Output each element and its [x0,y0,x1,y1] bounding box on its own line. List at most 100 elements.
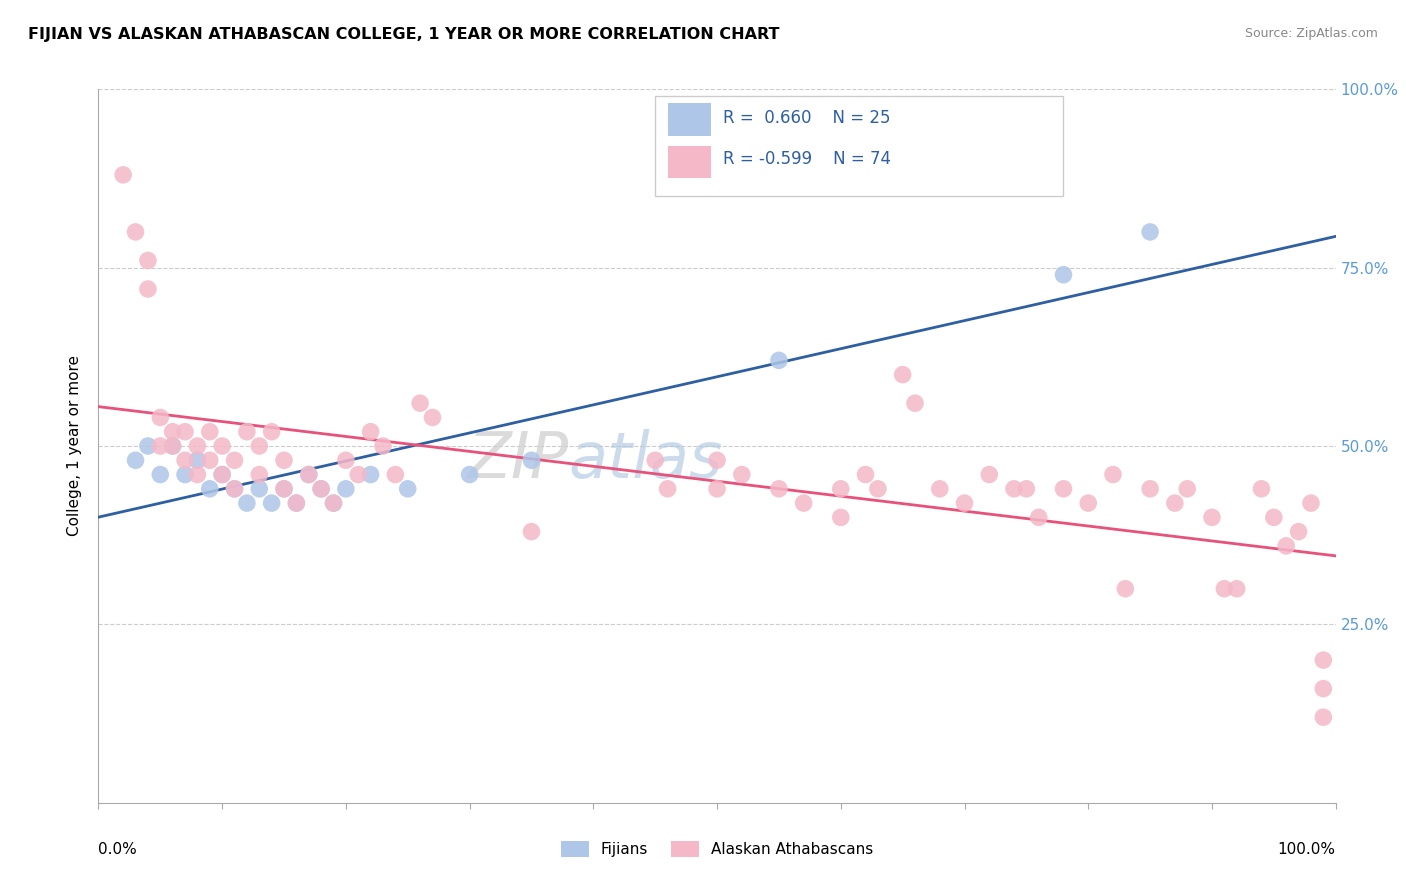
Point [136,253,159,268]
Point [1312,710,1334,724]
Point [347,467,370,482]
Point [904,396,927,410]
Point [520,524,543,539]
Point [384,467,406,482]
Point [198,425,221,439]
Point [186,453,208,467]
Point [298,467,321,482]
Point [768,353,790,368]
Point [211,467,233,482]
Point [322,496,344,510]
Point [953,496,976,510]
Point [174,425,197,439]
Point [409,396,432,410]
Point [1263,510,1285,524]
Point [422,410,444,425]
Point [1312,681,1334,696]
Point [136,282,159,296]
Point [1114,582,1136,596]
Point [112,168,135,182]
Point [149,410,172,425]
Point [1299,496,1322,510]
Text: Source: ZipAtlas.com: Source: ZipAtlas.com [1244,27,1378,40]
Text: 100.0%: 100.0% [1278,842,1336,857]
Point [1052,482,1074,496]
Point [360,467,382,482]
Point [1015,482,1038,496]
Point [198,482,221,496]
Point [1102,467,1125,482]
Point [1312,653,1334,667]
Point [149,467,172,482]
Point [371,439,394,453]
Point [149,439,172,453]
Point [309,482,332,496]
Point [731,467,754,482]
Point [1028,510,1050,524]
Point [657,482,679,496]
FancyBboxPatch shape [655,96,1063,196]
Point [124,225,146,239]
Point [1288,524,1310,539]
Point [211,439,233,453]
Text: FIJIAN VS ALASKAN ATHABASCAN COLLEGE, 1 YEAR OR MORE CORRELATION CHART: FIJIAN VS ALASKAN ATHABASCAN COLLEGE, 1 … [28,27,779,42]
Point [273,453,295,467]
Point [224,482,246,496]
Legend: Fijians, Alaskan Athabascans: Fijians, Alaskan Athabascans [555,835,879,863]
Point [247,439,270,453]
Point [1052,268,1074,282]
Point [260,425,283,439]
Point [1164,496,1187,510]
Point [1002,482,1025,496]
Point [335,482,357,496]
Point [458,467,481,482]
Point [322,496,344,510]
Point [236,425,259,439]
Point [1139,482,1161,496]
Point [162,439,184,453]
Point [285,496,308,510]
Point [247,482,270,496]
Point [335,453,357,467]
Point [855,467,877,482]
Point [298,467,321,482]
Point [174,467,197,482]
FancyBboxPatch shape [668,146,711,178]
Point [706,482,728,496]
Point [273,482,295,496]
Text: R =  0.660    N = 25: R = 0.660 N = 25 [723,109,891,127]
Point [1201,510,1223,524]
Point [162,439,184,453]
Point [866,482,889,496]
Point [1175,482,1198,496]
Point [136,439,159,453]
Point [1275,539,1298,553]
Point [1213,582,1236,596]
Y-axis label: College, 1 year or more: College, 1 year or more [67,356,83,536]
Point [1139,225,1161,239]
Point [360,425,382,439]
Point [979,467,1001,482]
Point [1250,482,1272,496]
Point [162,425,184,439]
Point [891,368,914,382]
Point [124,453,146,467]
Point [1077,496,1099,510]
Point [928,482,950,496]
Point [260,496,283,510]
Point [644,453,666,467]
Text: 0.0%: 0.0% [98,842,138,857]
Point [830,510,852,524]
FancyBboxPatch shape [668,103,711,136]
Point [520,453,543,467]
Point [793,496,815,510]
Point [186,467,208,482]
Point [247,467,270,482]
Point [768,482,790,496]
Point [1226,582,1249,596]
Point [174,453,197,467]
Text: ZIP: ZIP [467,429,568,491]
Point [224,453,246,467]
Point [211,467,233,482]
Point [224,482,246,496]
